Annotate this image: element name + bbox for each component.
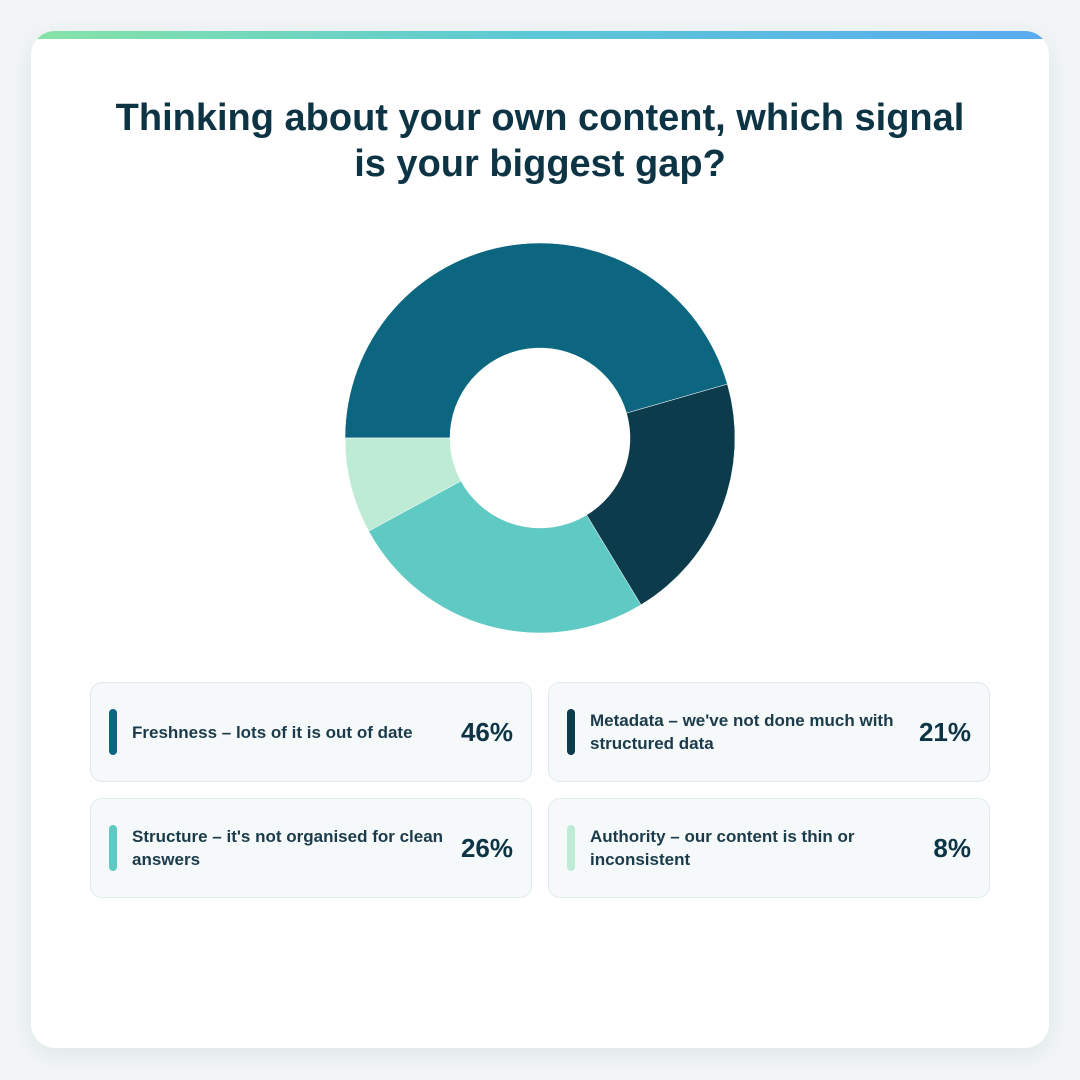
legend-swatch xyxy=(567,825,575,871)
legend-label: Metadata – we've not done much with stru… xyxy=(590,711,894,753)
legend-swatch xyxy=(109,709,117,755)
legend-item: Freshness – lots of it is out of date 46% xyxy=(90,682,532,782)
legend-swatch xyxy=(567,709,575,755)
legend-label: Structure – it's not organised for clean… xyxy=(132,827,444,869)
value-label: 46% xyxy=(460,716,513,747)
chart-title: Thinking about your own content, which s… xyxy=(115,97,965,185)
card: Thinking about your own content, which s… xyxy=(31,31,1049,1048)
legend-item: Authority – our content is thin or incon… xyxy=(548,798,990,898)
legend-label: Freshness – lots of it is out of date xyxy=(132,722,413,742)
donut-segment xyxy=(586,383,736,606)
legend-label: Authority – our content is thin or incon… xyxy=(590,827,855,869)
donut-segment xyxy=(344,437,462,532)
legend-item: Metadata – we've not done much with stru… xyxy=(548,682,990,782)
legend-item: Structure – it's not organised for clean… xyxy=(90,798,532,898)
legend: Freshness – lots of it is out of date 46%… xyxy=(90,682,990,898)
donut-segment xyxy=(368,480,642,634)
donut-chart xyxy=(344,242,736,634)
accent-bar xyxy=(31,31,1049,39)
value-label: 8% xyxy=(933,832,971,863)
value-label: 26% xyxy=(460,832,513,863)
legend-swatch xyxy=(109,825,117,871)
value-label: 21% xyxy=(918,716,971,747)
